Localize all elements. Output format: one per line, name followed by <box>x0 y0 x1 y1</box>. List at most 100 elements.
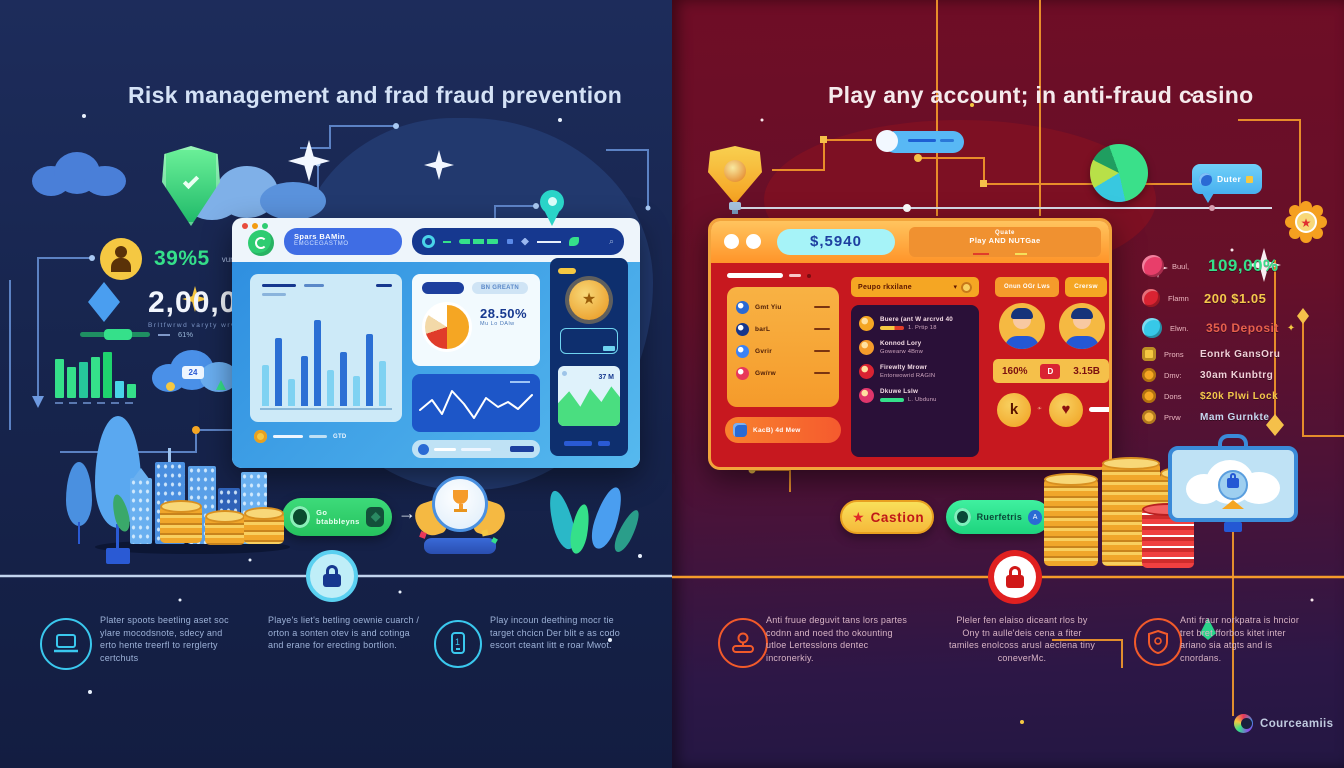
shield-icon <box>733 423 747 437</box>
check-ring-icon <box>290 506 311 528</box>
window-dot[interactable] <box>724 234 739 249</box>
activity-row[interactable]: Konnod Lory Gowearw 4Bnw <box>859 340 971 355</box>
sidebar-footer-button[interactable]: KacB) 4d Mew <box>725 417 841 443</box>
target-icon[interactable] <box>422 235 435 248</box>
sidebar-item[interactable]: Gw/rw <box>736 365 830 381</box>
gem-icon[interactable] <box>521 237 529 246</box>
coin-icon <box>859 316 874 331</box>
stat-value: 350 Deposit <box>1206 321 1279 335</box>
cloud-security-case <box>1168 434 1298 532</box>
cyan-circle-icon <box>1142 318 1162 338</box>
deposit-button[interactable]: Ruerfetris A <box>946 500 1057 534</box>
card-outline <box>560 328 618 354</box>
activity-row[interactable]: Dkuwe Lslw L. Ubdunu <box>859 388 971 403</box>
search-pill[interactable] <box>876 130 964 154</box>
chat-avatar-icon <box>1199 172 1212 186</box>
tree-icon <box>66 462 92 526</box>
chart-bar <box>79 362 88 398</box>
risk-dashboard-window: Spars BAMin EMGCEGASTMO ⌕ <box>232 218 640 468</box>
note-text: Play incoun deething mocr tie target chc… <box>490 615 620 650</box>
laptop-icon <box>54 634 78 653</box>
joystick-note-icon <box>718 618 768 668</box>
leaf-icon[interactable] <box>569 237 579 246</box>
stat-label: Elwn. <box>1170 323 1189 333</box>
star-badge-icon: ★ <box>1286 202 1326 242</box>
note-text: Pleler fen elaiso diceant rlos by Ony tn… <box>948 615 1096 663</box>
panel2-footer <box>412 440 540 458</box>
trophy-icon <box>453 490 468 504</box>
chart-bar <box>55 359 64 398</box>
user-icon <box>418 443 429 455</box>
alert-icon <box>859 364 874 379</box>
location-pin-icon <box>538 190 568 230</box>
coin-stack <box>205 510 245 545</box>
stat-label: Buul, <box>1172 261 1190 271</box>
chart-bar <box>103 352 112 398</box>
stat-label: Prvw <box>1164 412 1181 422</box>
window-dot-green[interactable] <box>262 223 268 229</box>
chart-bar <box>115 381 124 398</box>
progress-toggle[interactable] <box>459 239 499 244</box>
casino-header-panel: Quate Play AND NUTGae <box>909 227 1101 257</box>
note-text: Plater spoots beetling aset soc ylare mo… <box>100 615 229 663</box>
chart-bar <box>301 356 308 406</box>
casino-button[interactable]: ★ Castion <box>840 500 934 534</box>
cloud-icon <box>32 152 128 198</box>
activity-row[interactable]: Buere (ant W arcrvd 40 1. Prtip 18 <box>859 316 971 331</box>
pie-tab-button[interactable] <box>422 282 464 294</box>
search-icon[interactable]: ⌕ <box>608 236 614 246</box>
chart-bar <box>262 365 269 406</box>
stat-row: Flamn 200 $1.05 <box>1142 286 1266 310</box>
phone-note-icon: 1 <box>434 620 482 668</box>
note-text: Anti fruue deguvit tans lors partes codn… <box>766 615 908 663</box>
sidebar-item[interactable]: Gvrir <box>736 343 830 359</box>
game-button-2[interactable]: Crersw <box>1065 277 1107 297</box>
stat-fraud-rate: 39%5 vurra <box>100 238 240 280</box>
activity-row[interactable]: Firewlty Mrowr Entorwowrid RAGIN <box>859 364 971 379</box>
brand-logo-icon <box>1234 714 1253 733</box>
dice-icon <box>859 388 874 403</box>
coin-icon <box>1142 389 1156 403</box>
chart-bar <box>353 376 360 406</box>
bar-chart-panel <box>250 274 402 422</box>
right-title: Play any account; in anti-fraud casino <box>828 82 1254 108</box>
sidebar-item[interactable]: barL <box>736 321 830 337</box>
window-dot-yellow[interactable] <box>252 223 258 229</box>
yellow-square-icon <box>1142 347 1156 361</box>
stat-value: $20k Plwi Lock <box>1200 390 1279 402</box>
sidebar-item-label: Gvrir <box>755 347 773 355</box>
favorite-button[interactable]: ♥ <box>1049 393 1083 427</box>
chart-bar <box>340 352 347 406</box>
bulb-shield-icon <box>708 146 764 216</box>
window-dot-red[interactable] <box>242 223 248 229</box>
stat-label: Dmv: <box>1164 370 1182 380</box>
coin-icon <box>254 430 267 443</box>
game-button-1[interactable]: Onun OGr Lws <box>995 277 1059 297</box>
fraud-lock-badge <box>988 550 1042 604</box>
stat-label: Flamn <box>1168 293 1189 303</box>
cloud-storage-icon: 24 <box>152 346 238 402</box>
pie-panel: BN GREATN 28.50% Mu Lo DAlw <box>412 274 540 366</box>
stat-row: Buul, 109,00% <box>1142 254 1279 278</box>
menu-item-icon <box>736 344 749 358</box>
lock-icon <box>323 565 341 587</box>
go-secure-button[interactable]: Go btabbleyns <box>282 498 392 536</box>
sidebar-item-label: Gw/rw <box>755 369 777 377</box>
balance-pill: $,5940 <box>777 229 895 255</box>
sidebar-item[interactable]: Gmt Yiu <box>736 299 830 315</box>
window-dot[interactable] <box>746 234 761 249</box>
stat-value: Eonrk GansOru <box>1200 348 1281 360</box>
chevron-down-icon: ▾ <box>953 284 957 291</box>
casino-dashboard-window: $,5940 Quate Play AND NUTGae Gmt Yiu barL… <box>708 218 1112 470</box>
player-dropdown[interactable]: Peupo rkxilane ▾ <box>851 277 979 297</box>
risk-slider[interactable]: 61% <box>80 329 193 340</box>
stat-value: Mam Gurnkte <box>1200 411 1270 423</box>
stat-value: 30am Kunbtrg <box>1200 369 1274 381</box>
action-button-k[interactable]: k <box>997 393 1031 427</box>
line-chart <box>419 390 533 419</box>
player-avatar <box>999 303 1045 349</box>
phone-icon: 1 <box>451 632 465 654</box>
brand-logo-text: Courceamiis <box>1260 717 1334 730</box>
pie-chart <box>422 302 472 352</box>
